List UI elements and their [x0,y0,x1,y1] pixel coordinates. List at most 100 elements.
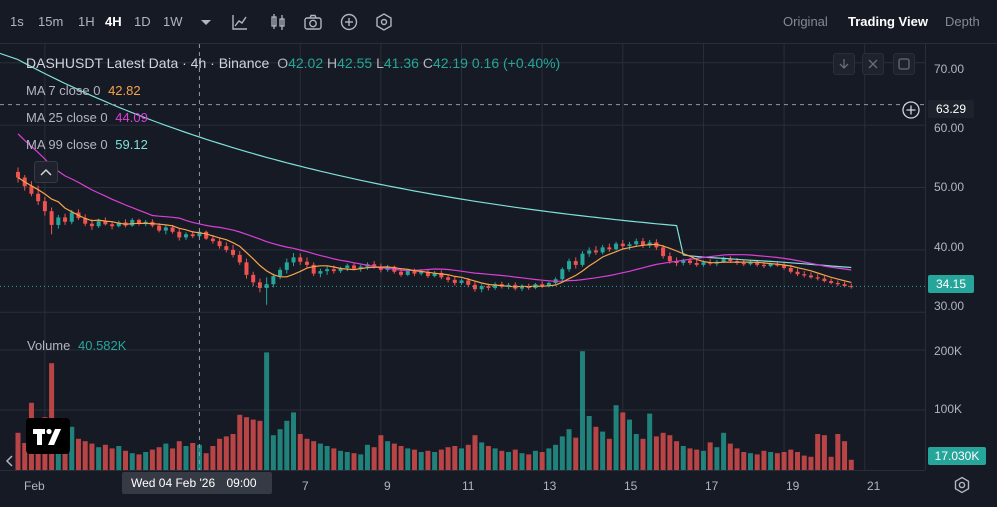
tab-depth[interactable]: Depth [945,14,980,29]
crosshair-time-label: Wed 04 Feb '26 09:00 [122,472,272,494]
camera-icon[interactable] [303,12,323,32]
volume-bar [835,434,841,470]
candle-body [741,262,746,265]
low-label: L [376,55,384,71]
candle-body [372,264,377,267]
price-tick: 30.00 [934,299,965,313]
candle-body [721,258,726,262]
candle-body [311,264,316,274]
candle-body [231,249,236,255]
timeframe-1h[interactable]: 1H [78,14,95,29]
arrow-down-icon [839,59,849,69]
timeframe-1w[interactable]: 1W [163,14,183,29]
volume-bar [102,444,108,470]
candle-body [69,212,74,222]
volume-bar [452,446,458,470]
volume-bar [344,452,350,470]
tab-trading-view[interactable]: Trading View [848,14,928,29]
chart-pane[interactable] [0,44,925,470]
legend-ma25[interactable]: MA 25 close 0 44.09 [26,110,148,125]
volume-bar [351,453,357,470]
timeframe-1s[interactable]: 1s [10,14,24,29]
volume-bar [640,438,646,470]
settings-gear-icon[interactable] [952,475,972,495]
last-volume-label: 17.030K [928,447,986,465]
candlestick-chart[interactable] [0,44,925,470]
candle-body [701,262,706,265]
volume-bar [532,450,538,470]
volume-bar [15,432,21,470]
time-tick: 9 [384,479,391,493]
candle-body [755,262,760,265]
price-axis[interactable]: 70.00 60.00 50.00 40.00 30.00 63.29 34.1… [925,44,997,470]
chevron-down-icon[interactable] [196,12,216,32]
time-tick: 7 [302,479,309,493]
volume-bar [49,363,55,470]
collapse-legend-button[interactable] [34,161,58,183]
timeframe-1d[interactable]: 1D [134,14,151,29]
volume-bar [667,435,673,470]
volume-bar [331,448,337,470]
volume-bar [432,452,438,470]
volume-bar [680,446,686,470]
close-pane-button[interactable] [862,53,884,75]
candle-body [251,274,256,283]
add-circle-icon[interactable] [339,12,359,32]
candle-body [331,269,336,272]
volume-bar [506,452,512,470]
volume-bar [734,448,740,470]
volume-bar [768,452,774,470]
candle-body [479,286,484,290]
tradingview-logo[interactable] [26,418,70,454]
timeframe-4h[interactable]: 4H [105,14,122,29]
volume-bar [324,446,330,470]
volume-tick: 200K [934,344,963,358]
volume-bar [371,447,377,470]
timeframe-15m[interactable]: 15m [38,14,64,29]
candle-body [842,284,847,287]
tab-original[interactable]: Original [783,14,828,29]
volume-bar [210,446,216,470]
volume-bar [606,438,612,470]
scroll-left-icon[interactable] [4,451,16,471]
volume-bar [842,441,848,470]
candle-body [264,284,269,288]
volume-bar [586,416,592,470]
legend-ma99[interactable]: MA 99 close 0 59.12 [26,137,148,152]
volume-bar [338,450,344,470]
move-down-button[interactable] [833,53,855,75]
candle-body [49,211,54,225]
candles-icon[interactable] [268,12,288,32]
volume-bar [499,450,505,470]
volume-bar [694,449,700,470]
candle-body [352,265,356,269]
candle-body [378,266,383,270]
volume-bar [358,454,364,470]
candle-body [681,260,686,263]
volume-bar [223,436,229,470]
volume-bar [69,426,75,470]
volume-legend[interactable]: Volume 40.582K [27,338,126,353]
volume-bar [559,436,565,470]
crosshair-clock: 09:00 [226,476,257,490]
settings-hex-icon[interactable] [374,12,394,32]
volume-bar [633,434,639,470]
maximize-pane-button[interactable] [893,53,915,75]
add-alert-icon[interactable] [901,100,921,120]
volume-bar [546,448,552,470]
candle-body [16,171,20,178]
price-tick: 60.00 [934,121,965,135]
candle-body [271,276,276,285]
tradingview-logo-icon [33,428,61,445]
candle-body [466,280,471,285]
price-tick: 40.00 [934,240,965,254]
candle-body [217,241,222,247]
volume-bar [196,444,202,470]
indicators-icon[interactable] [230,12,250,32]
volume-bar [774,453,780,470]
volume-bar [848,459,854,470]
volume-bar [391,443,397,470]
legend-ma7[interactable]: MA 7 close 0 42.82 [26,83,141,98]
top-toolbar: 1s 15m 1H 4H 1D 1W Original Trading View… [0,0,997,44]
candle-body [224,246,229,250]
